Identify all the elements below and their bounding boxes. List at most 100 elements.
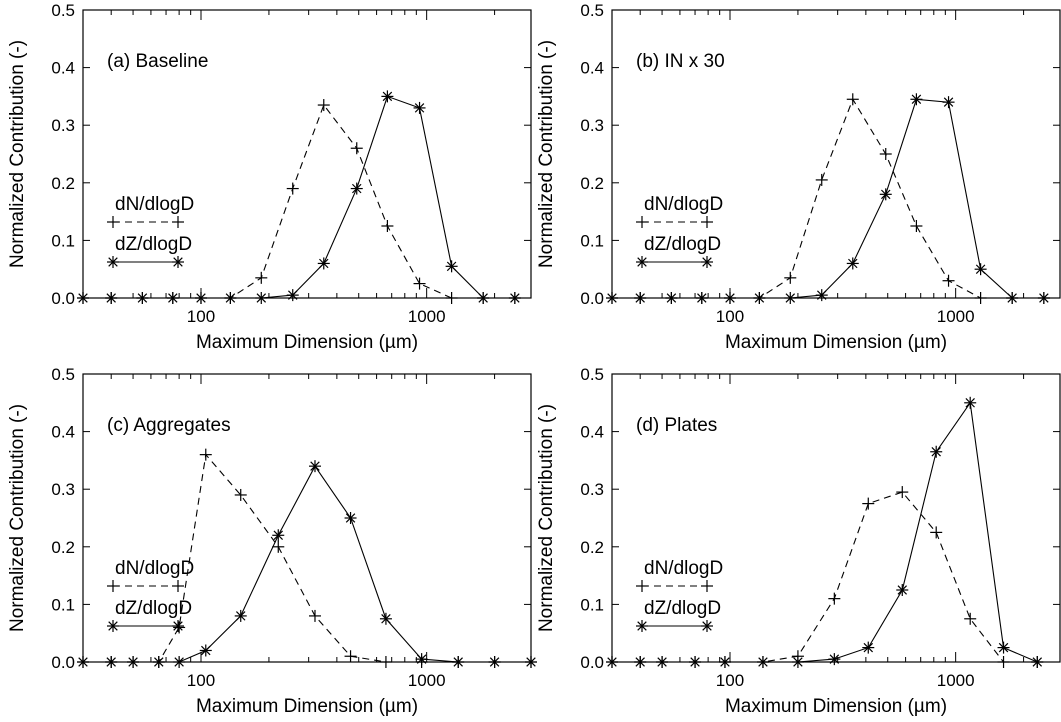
asterisk-marker-d2 — [1007, 293, 1017, 303]
asterisk-marker-d2 — [414, 103, 425, 113]
y-tick-label: 0.1 — [51, 231, 75, 250]
legend-markers — [636, 580, 713, 592]
asterisk-marker-d2 — [381, 614, 391, 624]
data-point — [846, 93, 859, 106]
legend-markers — [636, 256, 713, 268]
data-point — [199, 644, 212, 657]
data-point — [194, 292, 207, 304]
data-point — [255, 271, 268, 284]
data-point — [308, 609, 321, 622]
data-point — [791, 656, 804, 668]
x-tick-label: 1000 — [937, 307, 975, 326]
y-tick-label: 0.2 — [580, 538, 604, 557]
asterisk-marker-d2 — [256, 293, 267, 303]
data-point — [815, 289, 828, 302]
data-point — [234, 488, 247, 501]
asterisk-marker-d2 — [319, 258, 329, 269]
data-point — [964, 396, 977, 409]
y-tick-label: 0.5 — [580, 1, 604, 20]
x-axis-title: Maximum Dimension (µm) — [725, 332, 947, 353]
data-point — [452, 656, 465, 668]
data-point — [77, 656, 89, 668]
x-tick-label: 100 — [187, 671, 215, 690]
asterisk-marker-d2 — [78, 657, 88, 667]
legend-markers — [107, 580, 184, 592]
data-point — [173, 656, 186, 668]
x-tick-label: 1000 — [408, 307, 446, 326]
data-point — [286, 289, 299, 302]
data-point — [910, 93, 923, 106]
asterisk-marker-d2 — [351, 183, 362, 194]
data-point — [695, 292, 708, 304]
data-point — [846, 257, 859, 270]
data-point — [105, 656, 118, 668]
y-tick-label: 0.4 — [51, 59, 75, 78]
y-tick-label: 0.4 — [580, 423, 604, 442]
legend-label: dZ/dlogD — [115, 234, 192, 255]
panel-a: 0.0 0.1 0.2 0.3 0.4 0.5 100 1000 Maximum Dimensi… — [7, 1, 532, 353]
asterisk-marker-d2 — [911, 94, 922, 105]
data-point — [896, 486, 909, 499]
asterisk-marker-d2 — [106, 657, 116, 667]
series-markers-1 — [77, 460, 537, 668]
asterisk-marker-d2 — [345, 513, 356, 523]
asterisk-marker-d2 — [880, 189, 891, 200]
data-point — [152, 656, 165, 668]
data-point — [413, 101, 426, 114]
y-tick-label: 0.5 — [51, 1, 75, 20]
asterisk-marker-d2 — [526, 657, 536, 667]
data-point — [606, 656, 618, 668]
data-point — [930, 526, 943, 539]
asterisk-marker-d2 — [416, 654, 427, 664]
y-tick-label: 0.3 — [51, 480, 75, 499]
asterisk-marker-d2 — [863, 642, 874, 653]
data-point — [488, 656, 501, 668]
data-point — [689, 656, 702, 668]
legend-label: dN/dlogD — [644, 194, 723, 215]
asterisk-marker-d2 — [931, 447, 941, 457]
data-point — [862, 497, 875, 510]
asterisk-marker-d2 — [637, 257, 647, 267]
y-tick-label: 0.0 — [51, 289, 75, 308]
data-point — [723, 292, 736, 304]
data-point — [879, 188, 892, 201]
panel-label: (c) Aggregates — [107, 415, 231, 436]
y-tick-label: 0.4 — [51, 423, 75, 442]
panel-c: 0.0 0.1 0.2 0.3 0.4 0.5 100 1000 Maximum Dimensi… — [7, 365, 537, 717]
asterisk-marker-d2 — [657, 657, 667, 667]
asterisk-marker-d2 — [998, 642, 1009, 653]
data-point — [997, 641, 1010, 654]
data-point — [784, 271, 797, 284]
asterisk-marker-d2 — [725, 293, 735, 303]
asterisk-marker-d2 — [489, 657, 500, 667]
data-point — [317, 99, 330, 112]
data-point — [286, 182, 299, 195]
y-tick-label: 0.3 — [580, 480, 604, 499]
y-tick-label: 0.2 — [51, 174, 75, 193]
series-markers-1 — [606, 396, 1044, 668]
data-point — [1031, 656, 1044, 668]
data-point — [634, 656, 647, 668]
asterisk-marker-d2 — [607, 657, 617, 667]
data-point — [445, 292, 458, 304]
data-point — [105, 292, 118, 304]
data-point — [1037, 292, 1050, 304]
asterisk-marker-d2 — [478, 293, 488, 303]
asterisk-marker-d2 — [697, 293, 707, 303]
asterisk-marker-d2 — [637, 621, 647, 631]
asterisk-marker-d2 — [235, 611, 246, 621]
asterisk-marker-d2 — [897, 585, 908, 595]
data-point — [272, 540, 285, 553]
asterisk-marker-d2 — [816, 290, 827, 300]
y-tick-label: 0.5 — [51, 365, 75, 384]
asterisk-marker-d2 — [108, 621, 118, 631]
y-tick-label: 0.5 — [580, 365, 604, 384]
x-tick-label: 1000 — [408, 671, 446, 690]
data-point — [1006, 292, 1019, 304]
data-point — [896, 584, 909, 596]
data-point — [136, 292, 149, 304]
data-point — [964, 612, 977, 625]
data-point — [828, 653, 841, 666]
asterisk-marker-d2 — [273, 530, 284, 541]
